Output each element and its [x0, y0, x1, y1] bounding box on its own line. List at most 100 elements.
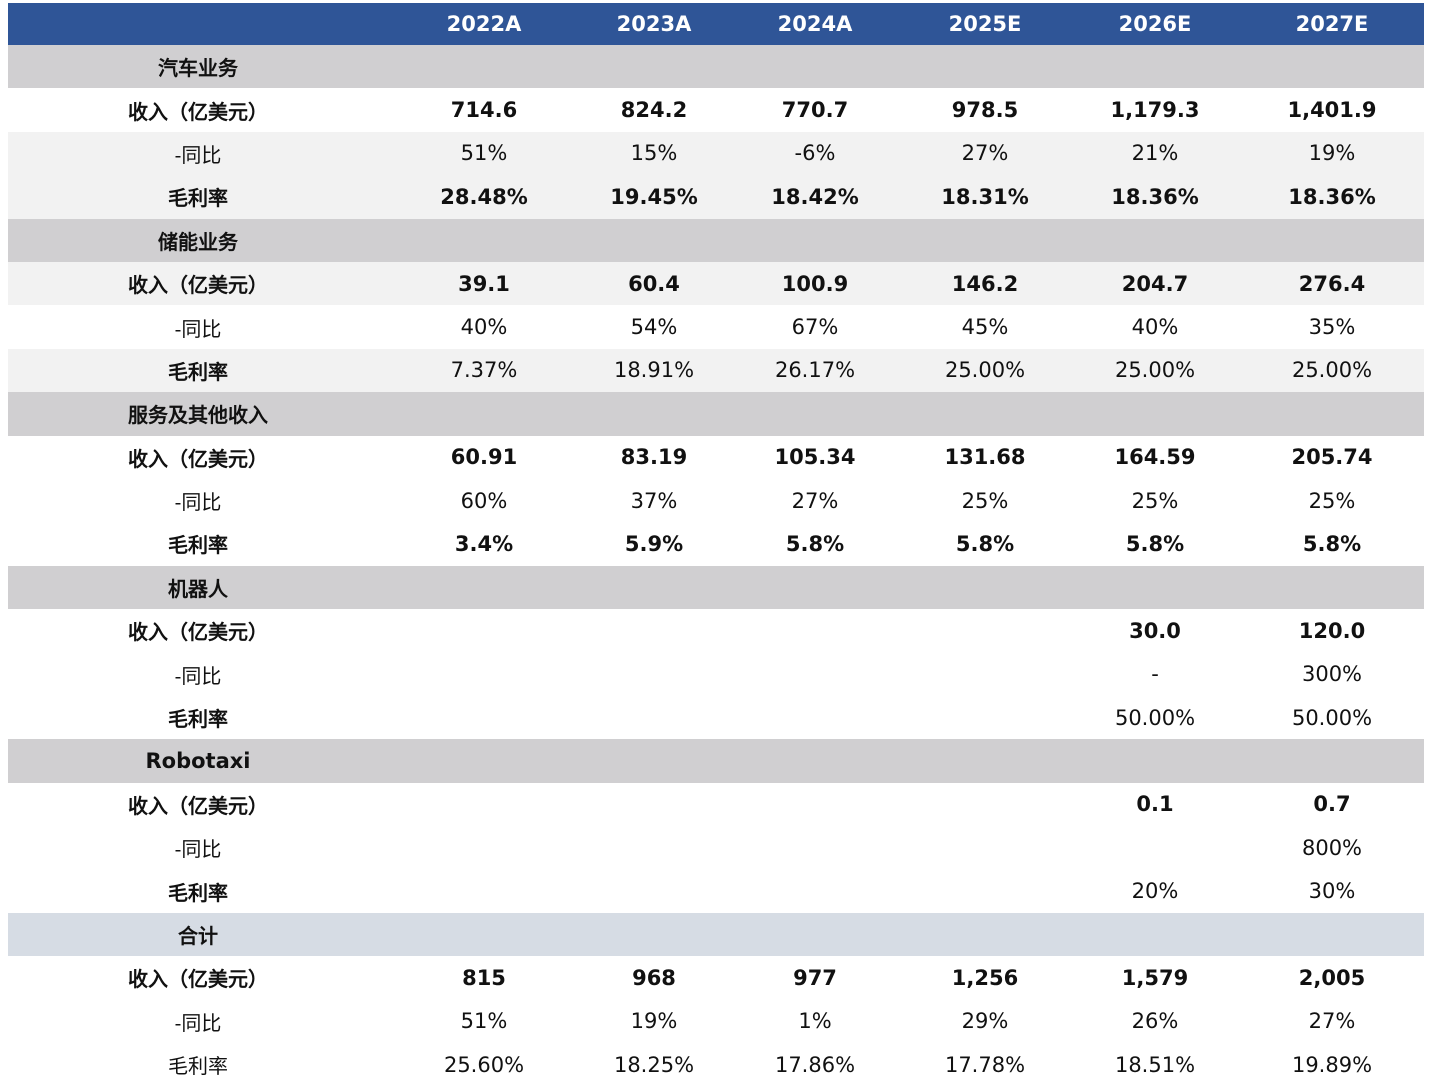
table-cell	[1257, 739, 1407, 782]
table-cell	[1080, 45, 1230, 88]
row-label: -同比	[174, 1010, 222, 1035]
table-cell: 1,579	[1121, 965, 1189, 990]
table-cell: 40%	[460, 315, 508, 340]
table-cell	[409, 45, 559, 88]
table-cell: 27%	[961, 141, 1009, 166]
table-cell	[579, 696, 729, 739]
table-cell: 37%	[630, 488, 678, 513]
table-cell	[740, 869, 890, 912]
table-cell	[1080, 826, 1230, 869]
table-header-row: 2022A 2023A 2024A 2025E 2026E 2027E	[8, 3, 1424, 45]
table-cell	[579, 652, 729, 695]
table-cell: 45%	[961, 315, 1009, 340]
table-row: 收入（亿美元） 60.91 83.19 105.34 131.68 164.59 205.7…	[8, 436, 1424, 479]
table-cell: 5.8%	[955, 531, 1015, 556]
table-cell: 205.74	[1291, 445, 1373, 470]
table-cell: 204.7	[1121, 271, 1189, 296]
section-header-row: 机器人	[8, 565, 1424, 610]
table-cell: 83.19	[620, 445, 688, 470]
row-label: -同比	[174, 316, 222, 341]
financial-forecast-table: 2022A 2023A 2024A 2025E 2026E 2027E 汽车业务…	[8, 3, 1424, 1086]
table-row: 收入（亿美元） 30.0 120.0	[8, 609, 1424, 652]
table-cell	[740, 696, 890, 739]
table-cell	[910, 609, 1060, 652]
table-row: 收入（亿美元） 815 968 977 1,256 1,579 2,005	[8, 956, 1424, 999]
table-cell: 25%	[1308, 488, 1356, 513]
table-cell: 100.9	[781, 271, 849, 296]
table-cell: 0.1	[1136, 792, 1174, 817]
row-label: 收入（亿美元）	[128, 793, 268, 818]
table-cell: 54%	[630, 315, 678, 340]
table-cell: 25.00%	[1114, 358, 1196, 383]
table-cell: 17.78%	[944, 1052, 1026, 1077]
table-cell: 35%	[1308, 315, 1356, 340]
row-label: 毛利率	[168, 1054, 228, 1079]
table-cell	[579, 913, 729, 956]
table-cell: 29%	[961, 1009, 1009, 1034]
table-cell: 7.37%	[450, 358, 518, 383]
table-cell	[409, 869, 559, 912]
section-header-row: Robotaxi	[8, 739, 1424, 783]
table-cell	[910, 739, 1060, 782]
table-cell	[579, 739, 729, 782]
table-cell: 18.25%	[613, 1052, 695, 1077]
table-cell: 50.00%	[1291, 705, 1373, 730]
table-row: -同比 51% 19% 1% 29% 26% 27%	[8, 1000, 1424, 1043]
header-year-2022a: 2022A	[446, 12, 522, 36]
table-cell	[579, 45, 729, 88]
table-cell	[740, 566, 890, 609]
table-cell	[910, 869, 1060, 912]
table-cell: 105.34	[774, 445, 856, 470]
table-cell: 977	[793, 965, 837, 990]
row-label: -同比	[174, 663, 222, 688]
row-label: 收入（亿美元）	[128, 273, 268, 298]
header-year-2026e: 2026E	[1118, 12, 1192, 36]
table-cell: 21%	[1131, 141, 1179, 166]
table-cell: 19%	[1308, 141, 1356, 166]
table-cell: 15%	[630, 141, 678, 166]
table-cell	[579, 783, 729, 826]
table-cell	[1080, 913, 1230, 956]
table-cell: 18.91%	[613, 358, 695, 383]
table-cell: 25.60%	[443, 1052, 525, 1077]
table-cell	[1257, 45, 1407, 88]
table-cell	[910, 696, 1060, 739]
section-label: 合计	[178, 924, 218, 948]
table-cell: 5.8%	[1302, 531, 1362, 556]
section-header-row: 合计	[8, 912, 1424, 957]
table-cell: 5.9%	[624, 531, 684, 556]
table-cell: 25.00%	[1291, 358, 1373, 383]
table-row: 收入（亿美元） 39.1 60.4 100.9 146.2 204.7 276.4	[8, 261, 1424, 306]
table-cell	[910, 566, 1060, 609]
section-label: 储能业务	[158, 229, 238, 254]
table-cell	[579, 219, 729, 262]
table-cell	[1257, 913, 1407, 956]
table-cell: 39.1	[458, 271, 510, 296]
row-label: -同比	[174, 837, 222, 862]
table-cell	[409, 566, 559, 609]
table-cell	[1257, 392, 1407, 435]
table-cell	[740, 826, 890, 869]
table-cell: 815	[462, 965, 506, 990]
table-cell: 1,179.3	[1110, 98, 1200, 123]
table-cell	[579, 826, 729, 869]
section-header-row: 储能业务	[8, 218, 1424, 262]
table-cell: 50.00%	[1114, 705, 1196, 730]
table-cell	[910, 913, 1060, 956]
table-cell: 18.36%	[1111, 184, 1199, 209]
table-cell	[1080, 566, 1230, 609]
table-row: 毛利率 3.4% 5.9% 5.8% 5.8% 5.8% 5.8%	[8, 522, 1424, 565]
table-cell	[579, 609, 729, 652]
table-cell: 27%	[791, 488, 839, 513]
table-cell: 51%	[460, 141, 508, 166]
table-cell	[910, 45, 1060, 88]
row-label: 毛利率	[168, 359, 228, 384]
table-cell	[579, 392, 729, 435]
section-label: 服务及其他收入	[128, 403, 268, 428]
table-cell	[740, 913, 890, 956]
row-label: 毛利率	[168, 533, 228, 558]
table-cell: 19%	[630, 1009, 678, 1034]
row-label: 收入（亿美元）	[128, 620, 268, 645]
table-cell: 20%	[1131, 879, 1179, 904]
section-label: 汽车业务	[158, 56, 238, 81]
